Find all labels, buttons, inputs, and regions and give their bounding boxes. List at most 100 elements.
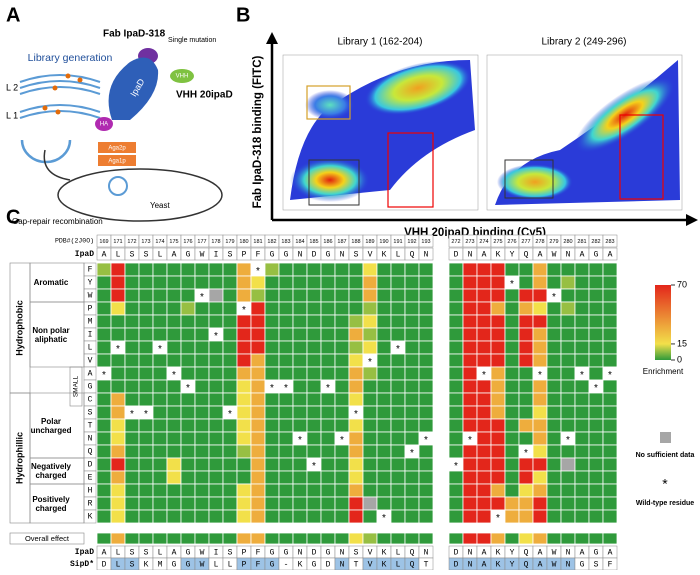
heat-cell (194, 275, 210, 290)
heat-cell (348, 366, 364, 381)
subgroup-label-box: Non polar aliphatic (32, 326, 69, 344)
position-label: 282 (591, 239, 600, 245)
heat-cell (194, 392, 210, 407)
heat-cell (222, 470, 238, 485)
wild-type-star: * (608, 370, 612, 381)
sipd-residue: G (270, 561, 275, 570)
heat-cell (390, 366, 406, 381)
heat-cell (264, 444, 280, 459)
heat-cell (560, 288, 576, 303)
heat-cell (602, 392, 618, 407)
ref-residue: N (298, 549, 303, 558)
ref-residue: A (608, 251, 613, 260)
aga1p-label: Aga1p (108, 159, 126, 165)
heat-cell (476, 314, 492, 329)
ref-residue: G (186, 251, 191, 260)
heat-cell (532, 483, 548, 498)
aga1p-box (98, 155, 136, 166)
sipd-residue: G (186, 561, 191, 570)
position-label: 178 (211, 239, 220, 245)
sipd-residue: S (130, 561, 135, 570)
heat-cell (306, 275, 322, 290)
heat-cell (110, 288, 126, 303)
heat-cell (362, 457, 378, 472)
position-label: 169 (99, 239, 108, 245)
heat-cell (320, 470, 336, 485)
heat-cell (518, 275, 534, 290)
overall-cell (362, 532, 378, 545)
heat-cell (334, 483, 350, 498)
position-label: 183 (281, 239, 290, 245)
heat-cell (404, 366, 420, 381)
heat-cell (180, 392, 196, 407)
position-label: 174 (155, 239, 164, 245)
heat-cell (166, 405, 182, 420)
overall-cell (180, 532, 196, 545)
heat-cell (490, 327, 506, 342)
row-label: N (88, 435, 93, 444)
position-label: 182 (267, 239, 276, 245)
ref-residue: D (312, 251, 317, 260)
overall-cell (348, 532, 364, 545)
heat-cell (560, 418, 576, 433)
overall-cell (138, 532, 154, 545)
heat-cell (348, 496, 364, 511)
heat-cell (124, 483, 140, 498)
ref-residue: L (396, 251, 401, 260)
plot-title: Library 2 (249-296) (541, 37, 626, 48)
wild-type-star: * (186, 383, 190, 394)
heat-cell (306, 262, 322, 277)
heat-cell (320, 353, 336, 368)
heat-cell (490, 314, 506, 329)
heat-cell (602, 379, 618, 394)
subgroup-label: Negatively charged (31, 462, 71, 480)
heat-cell (546, 457, 562, 472)
heat-cell (490, 431, 506, 446)
heat-cell (292, 509, 308, 524)
heat-cell (110, 314, 126, 329)
heat-cell (166, 379, 182, 394)
heat-cell (390, 470, 406, 485)
sipd-residue: G (312, 561, 317, 570)
wild-type-star: * (468, 435, 472, 446)
heat-cell (96, 275, 112, 290)
heat-cell (124, 353, 140, 368)
heat-cell (320, 405, 336, 420)
overall-cell (476, 532, 492, 545)
overall-cell (166, 532, 182, 545)
heat-cell (574, 392, 590, 407)
heat-cell (166, 353, 182, 368)
heat-cell (418, 470, 434, 485)
heat-cell (574, 288, 590, 303)
heat-cell (462, 509, 478, 524)
heat-cell (448, 431, 464, 446)
heat-cell (166, 418, 182, 433)
position-label: 279 (549, 239, 558, 245)
heat-cell (96, 444, 112, 459)
heat-cell (546, 379, 562, 394)
heat-cell (194, 431, 210, 446)
position-label: 277 (521, 239, 530, 245)
heat-cell (264, 314, 280, 329)
sipd-residue: A (538, 561, 543, 570)
overall-cell (152, 532, 168, 545)
heat-cell (504, 392, 520, 407)
heat-cell (222, 509, 238, 524)
overall-cell (264, 532, 280, 545)
heat-cell (320, 301, 336, 316)
heat-cell (138, 470, 154, 485)
position-label: 172 (127, 239, 136, 245)
heat-cell (292, 353, 308, 368)
ref-residue: Q (524, 549, 529, 558)
panel-b: B Library 1 (162-204) Library 2 (249-296… (236, 4, 698, 239)
heat-cell (574, 405, 590, 420)
heat-cell (448, 366, 464, 381)
heat-cell (362, 470, 378, 485)
sipd-residue: Y (510, 561, 515, 570)
heat-cell (320, 340, 336, 355)
heat-cell (110, 392, 126, 407)
heat-cell (306, 366, 322, 381)
heat-cell (306, 288, 322, 303)
heat-cell (362, 431, 378, 446)
